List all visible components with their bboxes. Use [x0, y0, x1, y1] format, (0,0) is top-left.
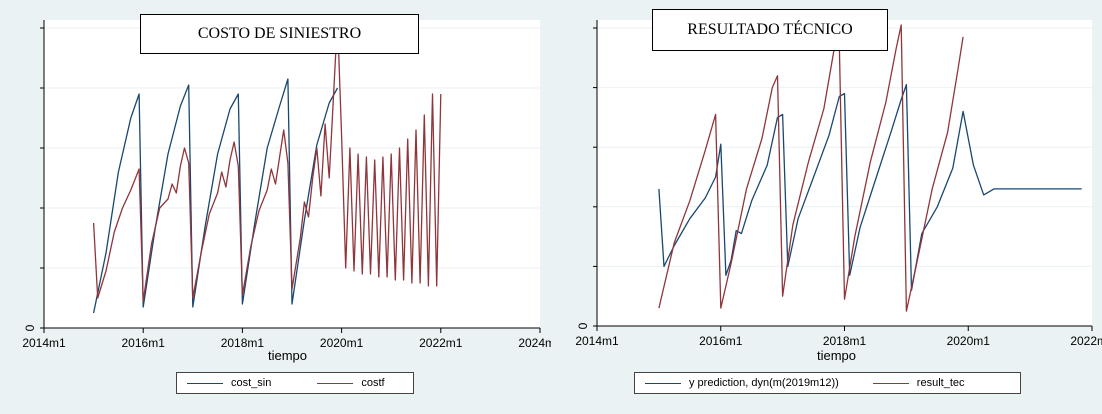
legend-label-cost-sin: cost_sin [231, 377, 272, 389]
series-line-a [658, 83, 1082, 291]
x-tick-label: 2014m1 [22, 336, 66, 350]
x-tick-label: 2018m1 [221, 336, 265, 350]
x-axis-label: tiempo [817, 348, 857, 363]
x-tick-label: 2016m1 [122, 336, 166, 350]
legend-label-result-tec: result_tec [916, 377, 965, 389]
legend-label-prediction: y prediction, dyn(m(2019m12)) [689, 377, 839, 389]
legend-swatch-costf [317, 382, 354, 384]
x-tick-label: 2024m1 [518, 336, 551, 350]
chart-title: RESULTADO TÉCNICO [652, 9, 888, 51]
chart-panel-costo: 0 2014m1 2016m1 2018m1 2020m1 2022m1 2024m1 CO… [0, 0, 551, 414]
legend: y prediction, dyn(m(2019m12)) result_tec [634, 372, 1021, 394]
x-tick-label: 2018m1 [823, 334, 867, 348]
x-tick-label: 2014m1 [575, 334, 619, 348]
series-line-b [92, 18, 442, 302]
series-line-b [658, 24, 964, 312]
x-tick-label: 2020m1 [947, 334, 991, 348]
x-tick-label: 2016m1 [699, 334, 743, 348]
x-tick-label: 2020m1 [320, 336, 364, 350]
chart-svg-resultado: 0 2014m1 2016m1 2018m1 2020m1 2022m1 [575, 20, 1102, 348]
legend-swatch-cost-sin [187, 382, 223, 384]
chart-panel-resultado: 0 2014m1 2016m1 2018m1 2020m1 2022m1 RESULTAD… [551, 0, 1102, 414]
series-line-a [92, 78, 339, 314]
legend-label-costf: costf [361, 377, 385, 389]
y-tick-label: 0 [23, 324, 37, 331]
legend-swatch-prediction [645, 382, 681, 384]
x-axis-label: tiempo [268, 348, 308, 363]
legend: cost_sin costf [176, 372, 414, 394]
chart-svg-costo: 0 2014m1 2016m1 2018m1 2020m1 2022m1 2024m1 [22, 18, 551, 350]
x-tick-label: 2022m1 [419, 336, 463, 350]
y-tick-label: 0 [576, 322, 590, 329]
x-tick-label: 2022m1 [1070, 334, 1102, 348]
legend-swatch-result-tec [872, 382, 909, 384]
chart-title: COSTO DE SINIESTRO [140, 14, 419, 54]
